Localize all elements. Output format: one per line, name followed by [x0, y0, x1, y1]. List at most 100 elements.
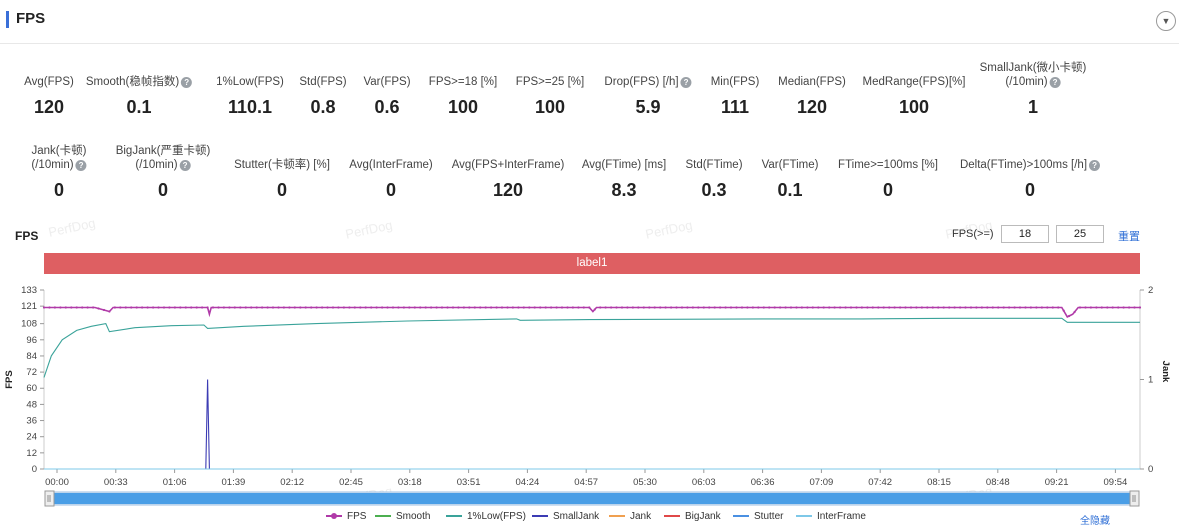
fps-point [899, 306, 902, 309]
y-tick-label: 72 [26, 367, 37, 378]
metric-value: 0 [385, 180, 397, 200]
legend-label: Jank [630, 511, 652, 522]
fps-point [1013, 306, 1016, 309]
range-slider-handle-right[interactable] [1129, 490, 1140, 507]
legend-item-smalljank[interactable]: SmallJank [532, 511, 599, 522]
legend-item-smooth[interactable]: Smooth [375, 511, 430, 522]
fps-threshold-input-2[interactable] [1056, 225, 1104, 243]
fps-point [173, 306, 176, 309]
fps-point [430, 306, 433, 309]
fps-point [637, 306, 640, 309]
fps-point [375, 306, 378, 309]
metric-label: FTime>=100ms [%] [838, 159, 938, 171]
fps-point [359, 306, 362, 309]
metric-label: Var(FPS) [363, 76, 411, 88]
series-line-fps[interactable] [44, 306, 1140, 318]
legend-item-interframe[interactable]: InterFrame [796, 511, 866, 522]
y-axis-title: FPS [4, 370, 15, 388]
fps-threshold-input-1[interactable] [1001, 225, 1049, 243]
fps-point [773, 306, 776, 309]
fps-point [157, 306, 160, 309]
y-tick-label: 0 [32, 464, 37, 475]
fps-point [539, 306, 542, 309]
fps-point [588, 306, 591, 309]
range-slider-handle-left[interactable] [44, 490, 55, 507]
x-tick-label: 06:03 [692, 477, 716, 488]
legend-label: Stutter [754, 511, 784, 522]
help-icon[interactable]: ? [680, 77, 692, 88]
help-icon[interactable]: ? [179, 160, 191, 171]
legend-item-stutter[interactable]: Stutter [733, 511, 783, 522]
fps-point [130, 306, 133, 309]
fps-point [102, 308, 106, 312]
fps-threshold-label: FPS(>=) [952, 228, 994, 240]
legend-item-jank[interactable]: Jank [609, 511, 651, 522]
help-icon[interactable]: ? [181, 77, 193, 88]
fps-point [1128, 306, 1131, 309]
fps-point [1100, 306, 1103, 309]
metric-label: Delta(FTime)>100ms [/h] [959, 159, 1088, 171]
metric-label: Avg(FPS) [24, 76, 74, 88]
reset-button[interactable]: 重置 [1118, 231, 1140, 243]
fps-point [261, 306, 264, 309]
fps-point [304, 306, 307, 309]
fps-point [855, 306, 858, 309]
help-icon[interactable]: ? [75, 160, 87, 171]
legend-swatch [375, 515, 391, 518]
fps-point [626, 306, 629, 309]
fps-point [729, 306, 733, 309]
hide-all-button[interactable]: 全隐藏 [1080, 516, 1110, 527]
legend-item-fps[interactable]: FPS [326, 511, 366, 522]
range-slider-selection[interactable] [52, 493, 1132, 504]
legend-item-1-low-fps-[interactable]: 1%Low(FPS) [446, 511, 526, 522]
help-icon[interactable]: ? [1089, 160, 1101, 171]
metric-value: 0 [276, 180, 288, 200]
y-tick-label: 12 [26, 448, 37, 459]
fps-point [288, 306, 291, 309]
help-icon[interactable]: ? [1049, 77, 1061, 88]
fps-point [1024, 306, 1027, 309]
fps-point [828, 306, 831, 309]
fps-point [239, 306, 242, 309]
metric-value: 8.3 [611, 180, 637, 200]
fps-point [1018, 306, 1022, 309]
fps-point [659, 306, 662, 309]
y2-tick-label: 1 [1148, 375, 1153, 386]
legend-label: FPS [347, 511, 367, 522]
fps-point [337, 306, 340, 309]
x-tick-label: 08:48 [986, 477, 1010, 488]
fps-point [620, 306, 624, 309]
fps-point [882, 306, 885, 309]
metric-value: 100 [447, 97, 479, 117]
label-band[interactable]: label1 [44, 253, 1140, 274]
fps-point [282, 306, 285, 309]
fps-point [440, 306, 444, 309]
x-tick-label: 04:24 [516, 477, 540, 488]
y2-tick-label: 2 [1148, 285, 1153, 296]
metric-value: 111 [720, 97, 750, 117]
fps-point [871, 306, 874, 309]
series-line-1-low-fps-[interactable] [43, 317, 1140, 378]
metric-value: 1 [1027, 97, 1038, 117]
chevron-down-icon[interactable]: ▼ [1156, 11, 1176, 31]
x-tick-label: 03:51 [457, 477, 481, 488]
fps-point [713, 306, 716, 309]
legend-item-bigjank[interactable]: BigJank [664, 511, 721, 522]
metric-label: SmallJank(微小卡顿) [979, 62, 1087, 74]
fps-point [1002, 306, 1005, 309]
fps-point [59, 306, 62, 309]
fps-point [1008, 306, 1011, 309]
series-line-smalljank[interactable] [44, 379, 1140, 470]
metric-label: 1%Low(FPS) [216, 76, 284, 88]
fps-point [92, 306, 95, 309]
fps-point [152, 306, 155, 309]
fps-point [517, 306, 520, 309]
fps-point [811, 306, 814, 309]
y-tick-label: 48 [26, 399, 37, 410]
section-header: FPS ▼ [0, 0, 1179, 44]
metric-label: FPS>=18 [%] [428, 76, 498, 88]
x-tick-label: 03:18 [398, 477, 422, 488]
x-tick-label: 00:33 [104, 477, 128, 488]
metric-value: 5.9 [635, 97, 661, 117]
